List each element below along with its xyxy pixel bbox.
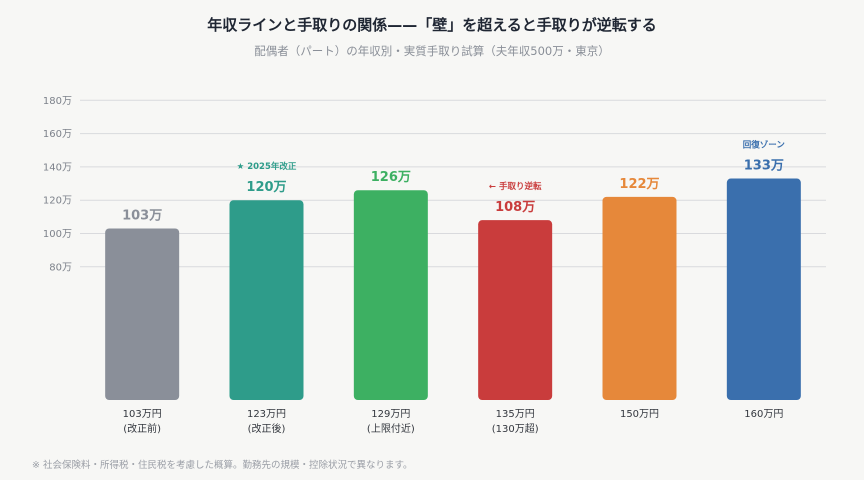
value-label: 120万 <box>246 180 286 195</box>
x-tick-sublabel: (130万超) <box>492 422 539 435</box>
bar <box>726 178 801 400</box>
x-tick-label: 135万円 <box>496 409 535 420</box>
y-tick-label: 120万 <box>43 196 72 207</box>
bar <box>229 200 304 400</box>
annotation-label: 回復ゾーン <box>743 140 786 151</box>
value-label: 126万 <box>371 170 411 185</box>
y-tick-label: 80万 <box>49 262 72 273</box>
y-tick-label: 140万 <box>43 162 72 173</box>
footnote: ※ 社会保険料・所得税・住民税を考慮した概算。勤務先の規模・控除状況で異なります… <box>32 460 413 471</box>
y-tick-label: 180万 <box>43 96 72 107</box>
bar <box>105 228 180 400</box>
x-tick-sublabel: (改正前) <box>123 422 161 435</box>
value-label: 122万 <box>619 177 659 192</box>
x-tick-label: 150万円 <box>620 409 659 420</box>
bar <box>602 196 677 400</box>
chart-subtitle: 配偶者（パート）の年収別・実質手取り試算（夫年収500万・東京） <box>254 44 610 58</box>
x-tick-label: 123万円 <box>247 409 286 420</box>
x-tick-sublabel: (改正後) <box>248 422 286 435</box>
y-tick-label: 100万 <box>43 229 72 240</box>
value-label: 103万 <box>122 209 162 224</box>
annotation-label: ★ 2025年改正 <box>237 161 297 172</box>
x-tick-sublabel: (上限付近) <box>367 422 415 435</box>
value-label: 133万 <box>744 159 784 174</box>
x-tick-label: 103万円 <box>123 409 162 420</box>
y-tick-label: 160万 <box>43 129 72 140</box>
value-label: 108万 <box>495 200 535 215</box>
bar <box>478 220 553 400</box>
chart-title: 年収ラインと手取りの関係——「壁」を超えると手取りが逆転する <box>207 16 657 34</box>
x-tick-label: 129万円 <box>371 409 410 420</box>
bar <box>353 190 428 400</box>
x-tick-label: 160万円 <box>744 409 783 420</box>
annotation-label: ← 手取り逆転 <box>489 181 542 192</box>
